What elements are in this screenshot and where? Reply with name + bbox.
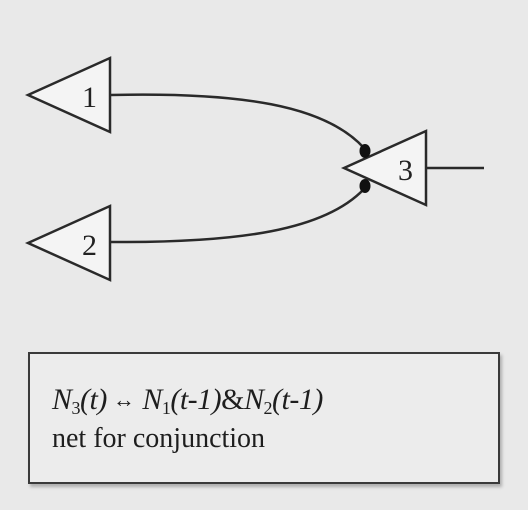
synapse-1-dot xyxy=(359,144,371,158)
caption-text: net for conjunction xyxy=(52,423,266,454)
synapse-2-dot xyxy=(359,179,371,193)
neuron-3-label: 3 xyxy=(398,154,413,187)
edge-2-to-3 xyxy=(109,188,365,244)
neuron-2: 2 xyxy=(24,204,112,282)
biconditional-symbol: ↔ xyxy=(112,387,135,412)
edge-1-to-3 xyxy=(109,93,365,149)
neuron-2-label: 2 xyxy=(82,229,97,262)
caption-box: N3(t) ↔ N1(t-1)&N2(t-1) net for conjunctio… xyxy=(28,352,500,484)
formula: N3(t) ↔ N1(t-1)&N2(t-1) xyxy=(52,383,323,418)
neuron-1: 1 xyxy=(24,56,112,134)
neuron-1-label: 1 xyxy=(82,81,97,114)
